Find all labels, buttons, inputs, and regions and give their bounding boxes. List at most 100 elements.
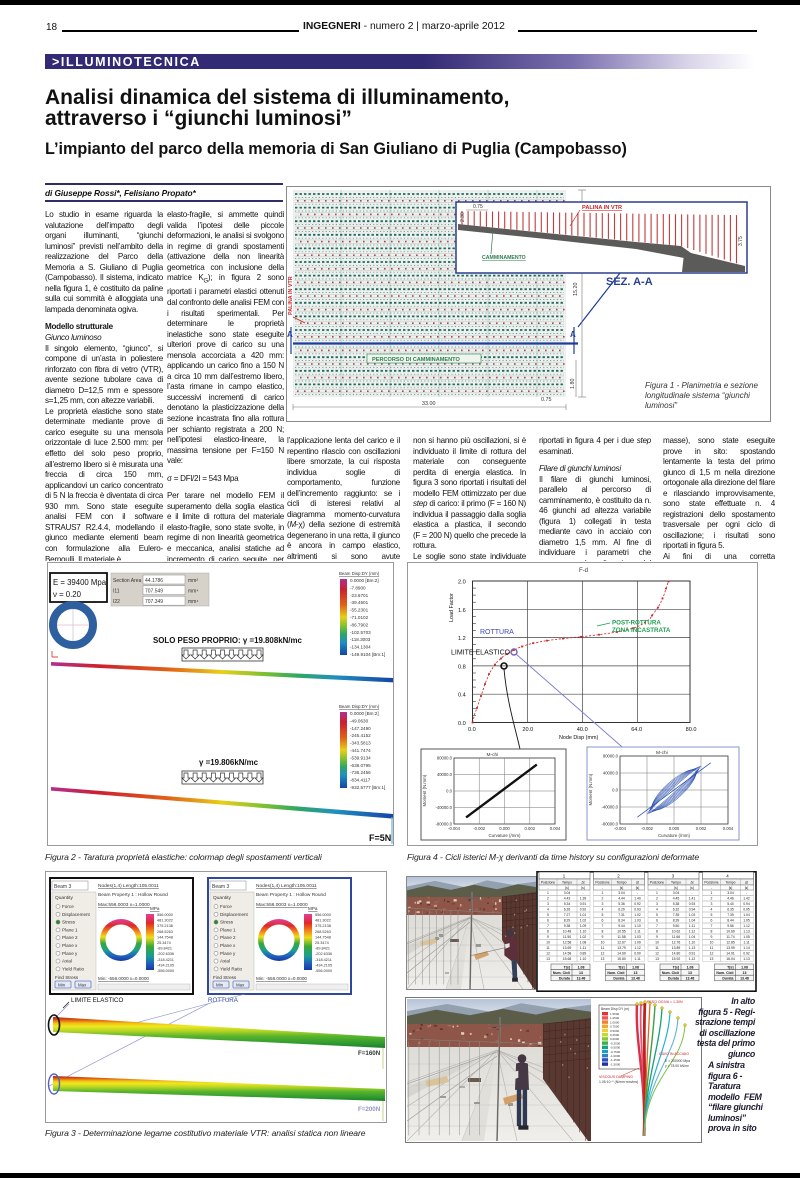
svg-text:12: 12 [546, 952, 550, 956]
svg-text:5: 5 [711, 913, 713, 917]
svg-text:Min: Min [216, 983, 224, 988]
svg-text:9.44: 9.44 [618, 924, 625, 928]
svg-text:1.2500: 1.2500 [610, 1016, 620, 1020]
svg-text:[s]: [s] [581, 886, 585, 890]
svg-text:Beam Disp:DY (mm): Beam Disp:DY (mm) [339, 571, 380, 576]
svg-text:1.40: 1.40 [634, 897, 641, 901]
svg-text:Beam 3: Beam 3 [212, 884, 229, 890]
svg-text:1.2: 1.2 [458, 636, 466, 642]
svg-text:1.12: 1.12 [689, 957, 696, 961]
svg-text:13.69: 13.69 [563, 946, 572, 950]
svg-text:14.91: 14.91 [726, 952, 735, 956]
svg-text:-736.2456: -736.2456 [350, 770, 371, 775]
svg-text:0.75: 0.75 [473, 204, 483, 210]
svg-text:Beam Disp DY (m): Beam Disp DY (m) [601, 1007, 629, 1011]
svg-text:[s]: [s] [745, 886, 749, 890]
svg-text:1.13: 1.13 [743, 930, 750, 934]
svg-text:Stress: Stress [62, 920, 76, 925]
svg-text:[s]: [s] [690, 886, 694, 890]
svg-text:8.29: 8.29 [564, 919, 571, 923]
svg-text:10: 10 [601, 941, 605, 945]
svg-text:-434.2105: -434.2105 [157, 963, 174, 967]
svg-text:9: 9 [711, 935, 713, 939]
svg-text:1.08: 1.08 [741, 965, 748, 969]
svg-text:1.11: 1.11 [743, 941, 749, 945]
svg-text:-0.5000: -0.5000 [610, 1046, 621, 1050]
svg-text:CAMMINAMENTO: CAMMINAMENTO [482, 255, 526, 261]
svg-text:3.04: 3.04 [673, 891, 680, 895]
svg-text:-147.2490: -147.2490 [350, 726, 371, 731]
svg-text:14.58: 14.58 [563, 952, 572, 956]
svg-text:64.0: 64.0 [631, 727, 642, 733]
svg-text:-86.7902: -86.7902 [350, 622, 369, 627]
svg-text:80000.0: 80000.0 [437, 756, 453, 761]
svg-text:0.0: 0.0 [612, 788, 618, 793]
svg-text:8: 8 [656, 930, 658, 934]
svg-text:15.20: 15.20 [573, 283, 579, 297]
svg-text:-0.004: -0.004 [448, 826, 461, 831]
svg-text:13.79: 13.79 [617, 946, 626, 950]
svg-text:Tempo: Tempo [726, 881, 736, 885]
svg-text:2: 2 [617, 874, 620, 879]
svg-text:Nodes(1,4) Length:105.0011: Nodes(1,4) Length:105.0011 [256, 883, 317, 889]
svg-text:0.92: 0.92 [580, 908, 587, 912]
svg-text:1: 1 [602, 891, 604, 895]
svg-text:707.349: 707.349 [145, 599, 163, 605]
svg-text:Max:556.0003 x=1.0000: Max:556.0003 x=1.0000 [256, 902, 308, 908]
svg-text:5: 5 [547, 913, 549, 917]
svg-text:Curvature (/mm): Curvature (/mm) [658, 833, 690, 838]
svg-text:Min: -556.0000 x=0.0000: Min: -556.0000 x=0.0000 [256, 976, 307, 981]
svg-text:[s]: [s] [636, 886, 640, 890]
svg-text:3.04: 3.04 [618, 891, 625, 895]
svg-text:mm⁴: mm⁴ [188, 589, 198, 595]
svg-text:8: 8 [602, 930, 604, 934]
svg-text:Stress: Stress [220, 920, 234, 925]
svg-text:[s]: [s] [620, 886, 624, 890]
svg-text:7.39: 7.39 [727, 913, 734, 917]
svg-text:-: - [691, 891, 692, 895]
svg-text:3: 3 [602, 902, 604, 906]
svg-text:0.0000: 0.0000 [610, 1037, 620, 1041]
svg-text:-118.3003: -118.3003 [350, 637, 371, 642]
svg-text:[s]: [s] [565, 886, 569, 890]
svg-text:1.08: 1.08 [580, 941, 587, 945]
svg-text:-318.4211: -318.4211 [315, 958, 332, 962]
svg-text:1.04: 1.04 [689, 919, 696, 923]
svg-text:6: 6 [656, 919, 658, 923]
svg-text:Quantity: Quantity [213, 895, 231, 901]
svg-text:1.12: 1.12 [743, 924, 750, 928]
svg-text:7.31: 7.31 [618, 913, 625, 917]
svg-text:7: 7 [656, 924, 658, 928]
svg-text:0.2500: 0.2500 [610, 1033, 620, 1037]
svg-text:Durata: Durata [722, 977, 733, 981]
svg-text:13.48: 13.48 [631, 977, 640, 981]
svg-text:-0.2500: -0.2500 [610, 1041, 621, 1045]
svg-text:T[s]: T[s] [618, 965, 624, 969]
svg-text:12: 12 [710, 952, 714, 956]
svg-text:8: 8 [711, 930, 713, 934]
svg-text:3.04: 3.04 [564, 891, 571, 895]
svg-text:longitudinale sistema “giunchi: longitudinale sistema “giunchi [645, 391, 750, 400]
svg-text:8.34: 8.34 [618, 919, 625, 923]
svg-text:40.0: 40.0 [577, 727, 588, 733]
svg-text:0.0: 0.0 [468, 727, 476, 733]
svg-text:20.0: 20.0 [522, 727, 533, 733]
svg-text:0.0000 [Bm:2]: 0.0000 [Bm:2] [350, 578, 379, 583]
svg-text:80.0: 80.0 [686, 727, 697, 733]
svg-text:Beam Property 1 : Hollow Roun: Beam Property 1 : Hollow Round [98, 892, 168, 898]
svg-text:0.94: 0.94 [743, 902, 750, 906]
svg-text:-: - [711, 886, 712, 890]
svg-text:ν = 0.20: ν = 0.20 [53, 590, 82, 599]
svg-text:11: 11 [601, 946, 605, 950]
svg-text:-0.002: -0.002 [641, 826, 654, 831]
svg-text:11.66: 11.66 [672, 935, 680, 939]
svg-text:0.92: 0.92 [743, 952, 750, 956]
svg-text:F=160N: F=160N [358, 1050, 381, 1057]
svg-text:mm²: mm² [188, 578, 198, 584]
svg-text:Displacement: Displacement [62, 912, 91, 917]
svg-text:Num. Cicli: Num. Cicli [607, 971, 624, 975]
svg-text:15.80: 15.80 [617, 957, 626, 961]
svg-text:0.91: 0.91 [689, 952, 696, 956]
svg-text:-0.7500: -0.7500 [610, 1050, 621, 1054]
svg-text:-202.6336: -202.6336 [315, 952, 332, 956]
